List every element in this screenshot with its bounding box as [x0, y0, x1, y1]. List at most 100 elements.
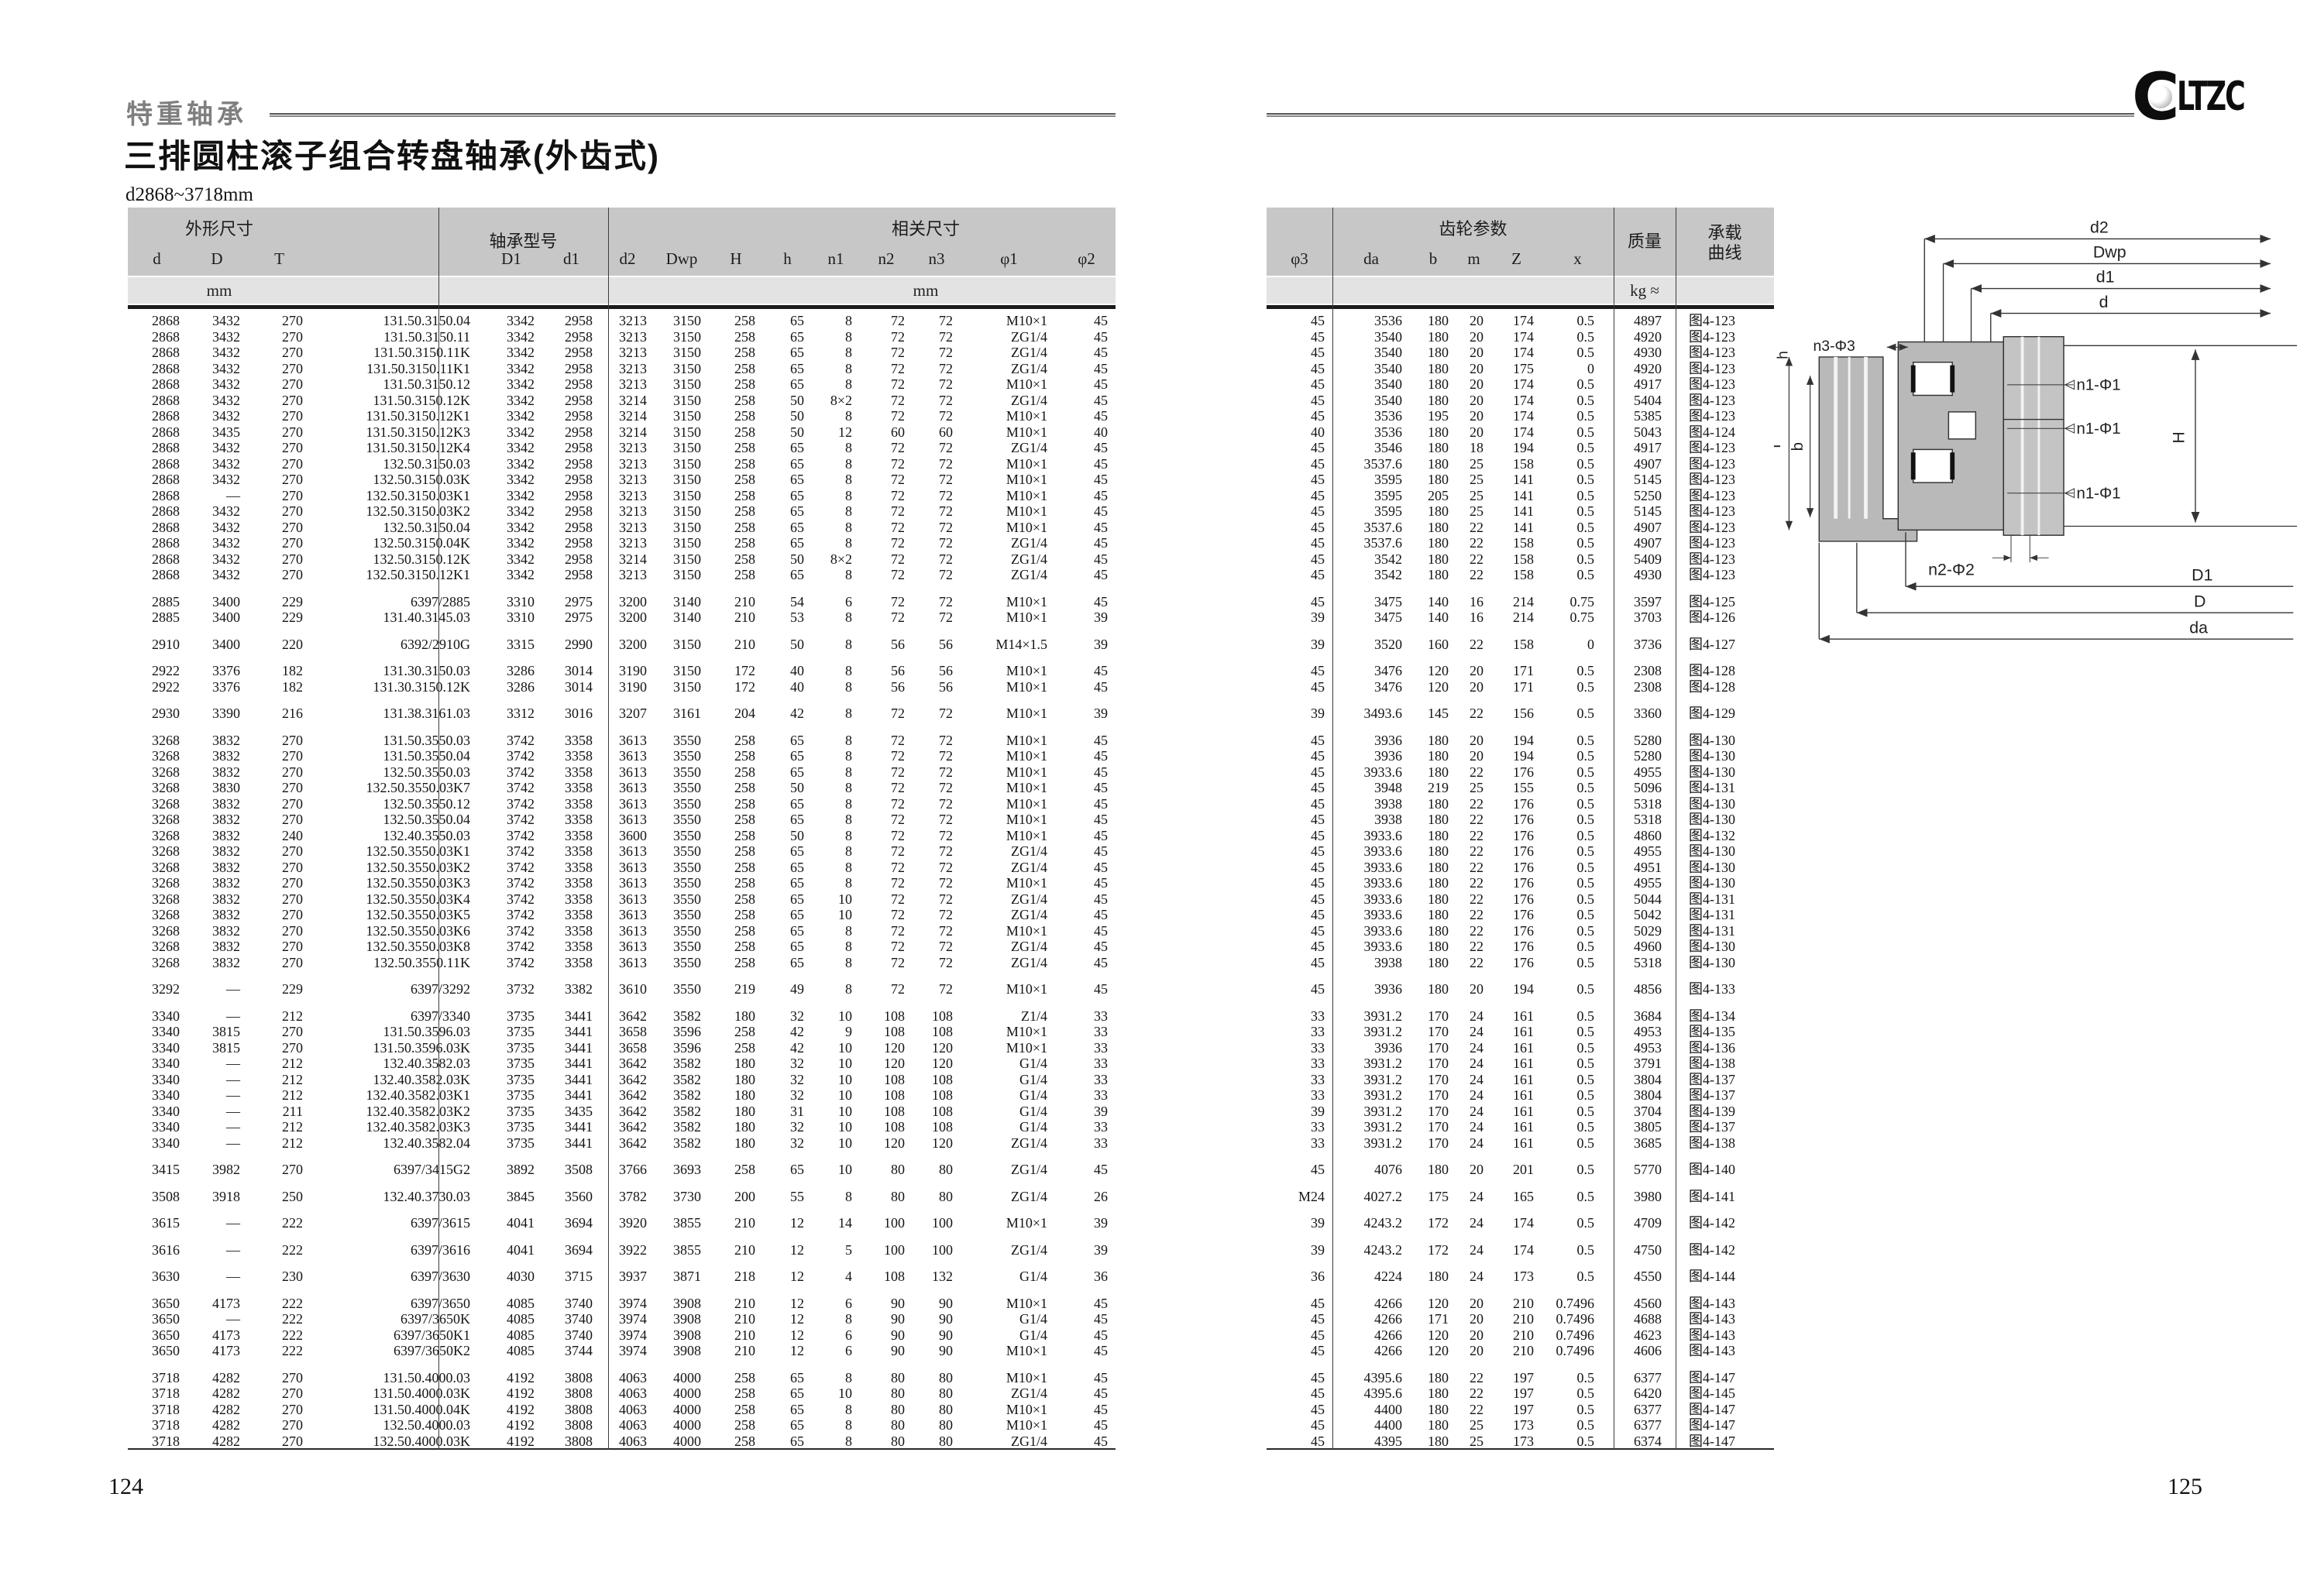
table-cell: 108: [932, 1071, 953, 1087]
table-cell: 45: [1311, 748, 1325, 764]
table-cell: 171: [1428, 1311, 1449, 1327]
table-cell: 20: [1470, 313, 1483, 328]
column-letter: T: [274, 249, 284, 268]
table-cell: 3933.6: [1363, 859, 1403, 875]
table-cell: 45: [1311, 487, 1325, 503]
table-cell: 0.5: [1576, 376, 1595, 392]
table-cell: 3732: [507, 981, 535, 997]
table-cell: M10×1: [1006, 1369, 1047, 1385]
table-cell: 3358: [565, 907, 593, 922]
table-cell: 80: [939, 1385, 953, 1401]
table-cell: 10: [838, 891, 852, 907]
table-cell: 3735: [507, 1039, 535, 1056]
table-cell: 108: [884, 1071, 905, 1087]
table-cell: 32: [790, 1008, 804, 1024]
table-row: 3340—212 132.40.3582.03 3735 3441 3642 3582 18…: [128, 1056, 1116, 1072]
table-cell: 图4-130: [1689, 795, 1735, 812]
table-cell: 3937: [619, 1269, 647, 1284]
table-row: 2868 3432 270 131.50.3150.11K1 3342 2958 3213 3…: [128, 361, 1116, 377]
table-cell: 131.50.4000.03K: [373, 1385, 471, 1401]
table-cell: 220: [282, 636, 303, 652]
table-cell: 45: [1311, 408, 1325, 424]
table-cell: 131.50.3150.11K1: [366, 360, 470, 376]
table-cell: 3933.6: [1363, 764, 1403, 780]
column-letter: φ3: [1291, 249, 1308, 268]
table-cell: 141: [1513, 472, 1534, 487]
table-cell: 45: [1094, 440, 1108, 455]
table-cell: 65: [790, 764, 804, 780]
table-cell: 0.5: [1576, 1401, 1595, 1417]
table-cell: M10×1: [1006, 827, 1047, 843]
row-group: 33 3931.2 170 24 161 0.5 3684 图4-134 33 3931.2 170…: [1267, 1008, 1774, 1152]
table-cell: 4953: [1634, 1039, 1662, 1056]
divider: [438, 208, 439, 1450]
table-cell: 45: [1094, 843, 1108, 859]
table-cell: 4173: [212, 1327, 240, 1343]
table-cell: 3742: [507, 795, 535, 812]
table-cell: 3200: [619, 636, 647, 652]
table-cell: 140: [1428, 593, 1449, 609]
table-cell: 45: [1311, 875, 1325, 891]
table-cell: 270: [282, 519, 303, 535]
left-table-body: 2868 3432 270 131.50.3150.04 3342 2958 3213 315…: [128, 313, 1116, 1460]
table-row: 3340—212 132.40.3582.03K3 3735 3441 3642 3582…: [128, 1119, 1116, 1135]
row-group: 2910 3400 220 6392/2910G 3315 2990 3200 3150 210…: [128, 637, 1116, 653]
table-cell: 65: [790, 345, 804, 360]
table-cell: 132.50.3550.03K2: [366, 859, 471, 875]
table-cell: 3432: [212, 472, 240, 487]
table-cell: 20: [1470, 1327, 1483, 1343]
table-cell: 270: [282, 939, 303, 954]
bearing-diagram-svg: d2 Dwp d1 d n1-Φ1 n1-Φ1 n1-Φ1 H h n3-Φ3: [1767, 218, 2298, 644]
table-cell: 3268: [152, 875, 180, 891]
table-cell: 8: [845, 859, 852, 875]
table-cell: 258: [734, 455, 755, 472]
table-cell: 42: [790, 706, 804, 721]
table-cell: 20: [1470, 732, 1483, 748]
table-cell: 45: [1094, 780, 1108, 795]
table-row: M24 4027.2 175 24 165 0.5 3980 图4-141: [1267, 1189, 1774, 1205]
table-cell: 270: [282, 551, 303, 567]
table-cell: 258: [734, 748, 755, 764]
table-cell: 3650: [152, 1327, 180, 1343]
table-cell: 8: [845, 487, 852, 503]
table-cell: 3213: [619, 313, 647, 328]
table-cell: 25: [1470, 1433, 1483, 1449]
table-cell: 72: [891, 812, 905, 827]
table-cell: 图4-132: [1689, 827, 1735, 843]
table-cell: 3150: [673, 567, 701, 582]
table-cell: 24: [1470, 1024, 1483, 1039]
table-cell: 45: [1311, 535, 1325, 551]
table-row: 2868 3432 270 132.50.3150.12K1 3342 2958 3213 3…: [128, 567, 1116, 583]
table-cell: 0.5: [1576, 1162, 1595, 1177]
column-letter: H: [730, 249, 742, 268]
table-cell: 图4-123: [1689, 328, 1735, 345]
table-cell: 3855: [673, 1215, 701, 1231]
table-cell: 图4-130: [1689, 859, 1735, 875]
table-cell: 24: [1470, 1119, 1483, 1135]
table-cell: 72: [939, 907, 953, 922]
table-cell: 158: [1513, 535, 1534, 551]
table-cell: 32: [790, 1119, 804, 1135]
table-cell: 8: [845, 519, 852, 535]
table-cell: 270: [282, 455, 303, 472]
table-cell: 65: [790, 535, 804, 551]
table-cell: 180: [1428, 376, 1449, 392]
table-cell: 3740: [565, 1311, 593, 1327]
table-cell: 12: [790, 1295, 804, 1311]
table-cell: 3730: [673, 1188, 701, 1204]
table-cell: 3718: [152, 1401, 180, 1417]
table-cell: M10×1: [1006, 706, 1047, 721]
dim-label-dwp: Dwp: [2093, 243, 2126, 262]
table-cell: 120: [884, 1056, 905, 1071]
table-row: 2868 3432 270 132.50.3150.03K 3342 2958 3213 31…: [128, 472, 1116, 488]
table-cell: 72: [891, 954, 905, 970]
table-cell: 60: [891, 424, 905, 440]
table-cell: 45: [1094, 1417, 1108, 1433]
table-cell: 258: [734, 1369, 755, 1385]
table-cell: 3190: [619, 678, 647, 695]
table-cell: 3342: [507, 408, 535, 424]
table-cell: 图4-130: [1689, 843, 1735, 859]
table-cell: 3718: [152, 1369, 180, 1385]
roller-top: [1912, 362, 1953, 397]
table-cell: 0.5: [1576, 748, 1595, 764]
